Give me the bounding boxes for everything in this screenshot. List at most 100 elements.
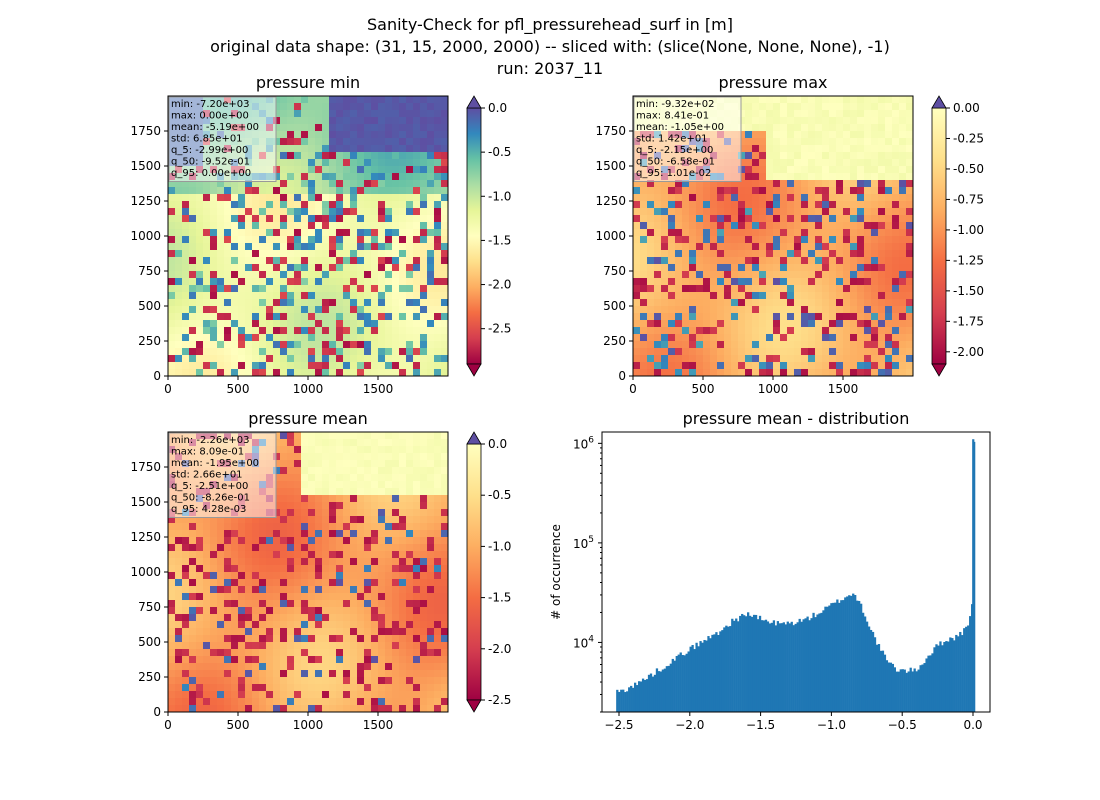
heatmap-cell <box>864 327 872 335</box>
heatmap-cell <box>745 334 753 342</box>
heatmap-cell <box>329 509 337 517</box>
heatmap-cell <box>217 579 225 587</box>
heatmap-cell <box>294 453 302 461</box>
heatmap-cell <box>322 173 330 181</box>
heatmap-cell <box>420 145 428 153</box>
heatmap-cell <box>371 131 379 139</box>
heatmap-cell <box>336 334 344 342</box>
heatmap-cell <box>640 201 648 209</box>
heatmap-cell <box>780 103 788 111</box>
heatmap-cell <box>350 110 358 118</box>
heatmap-cell <box>371 523 379 531</box>
heatmap-cell <box>871 362 879 370</box>
heatmap-cell <box>329 96 337 104</box>
heatmap-cell <box>371 173 379 181</box>
heatmap-cell <box>399 341 407 349</box>
heatmap-cell <box>301 635 309 643</box>
heatmap-cell <box>224 656 232 664</box>
heatmap-cell <box>203 222 211 230</box>
heatmap-cell <box>871 152 879 160</box>
heatmap-cell <box>392 460 400 468</box>
heatmap-cell <box>633 180 641 188</box>
heatmap-cell <box>371 551 379 559</box>
y-tick-label: 1250 <box>130 194 161 208</box>
heatmap-cell <box>182 278 190 286</box>
heatmap-cell <box>434 544 442 552</box>
heatmap-cell <box>336 656 344 664</box>
heatmap-cell <box>892 257 900 265</box>
heatmap-cell <box>689 313 697 321</box>
heatmap-cell <box>871 159 879 167</box>
heatmap-cell <box>294 656 302 664</box>
heatmap-cell <box>224 264 232 272</box>
heatmap-cell <box>850 243 858 251</box>
heatmap-cell <box>350 516 358 524</box>
heatmap-cell <box>420 222 428 230</box>
heatmap-cell <box>245 614 253 622</box>
heatmap-cell <box>899 278 907 286</box>
heatmap-cell <box>871 243 879 251</box>
heatmap-cell <box>301 516 309 524</box>
heatmap-cell <box>441 495 449 503</box>
heatmap-cell <box>210 264 218 272</box>
heatmap-cell <box>336 285 344 293</box>
heatmap-cell <box>329 103 337 111</box>
heatmap-cell <box>217 600 225 608</box>
stats-line: q_95: 4.28e-03 <box>171 504 246 515</box>
heatmap-cell <box>224 327 232 335</box>
heatmap-cell <box>238 649 246 657</box>
heatmap-cell <box>385 222 393 230</box>
heatmap-cell <box>871 327 879 335</box>
suptitle-line3: run: 2037_11 <box>497 59 603 79</box>
heatmap-cell <box>168 530 176 538</box>
heatmap-cell <box>406 698 414 706</box>
heatmap-cell <box>231 593 239 601</box>
heatmap-cell <box>780 306 788 314</box>
heatmap-cell <box>878 229 886 237</box>
heatmap-cell <box>906 313 914 321</box>
heatmap-cell <box>815 159 823 167</box>
heatmap-cell <box>633 236 641 244</box>
heatmap-cell <box>871 341 879 349</box>
heatmap-cell <box>175 306 183 314</box>
heatmap-cell <box>357 467 365 475</box>
heatmap-cell <box>822 96 830 104</box>
heatmap-cell <box>329 558 337 566</box>
heatmap-cell <box>378 215 386 223</box>
heatmap-cell <box>168 285 176 293</box>
heatmap-cell <box>203 208 211 216</box>
heatmap-cell <box>724 278 732 286</box>
heatmap-cell <box>899 236 907 244</box>
heatmap-cell <box>273 320 281 328</box>
heatmap-cell <box>836 110 844 118</box>
heatmap-cell <box>427 628 435 636</box>
heatmap-cell <box>420 607 428 615</box>
heatmap-cell <box>357 159 365 167</box>
heatmap-cell <box>427 278 435 286</box>
heatmap-cell <box>801 194 809 202</box>
stats-line: max: 0.00e+00 <box>171 111 249 122</box>
heatmap-cell <box>294 369 302 377</box>
heatmap-cell <box>315 306 323 314</box>
heatmap-cell <box>294 341 302 349</box>
heatmap-cell <box>245 621 253 629</box>
heatmap-cell <box>647 348 655 356</box>
heatmap-cell <box>892 285 900 293</box>
heatmap-cell <box>280 166 288 174</box>
heatmap-cell <box>371 159 379 167</box>
heatmap-cell <box>315 481 323 489</box>
heatmap-cell <box>738 306 746 314</box>
heatmap-cell <box>843 236 851 244</box>
heatmap-cell <box>885 327 893 335</box>
heatmap-cell <box>189 180 197 188</box>
stats-line: q_5: -2.51e+00 <box>171 481 248 492</box>
heatmap-cell <box>350 348 358 356</box>
heatmap-cell <box>378 446 386 454</box>
heatmap-cell <box>266 656 274 664</box>
heatmap-cell <box>343 362 351 370</box>
heatmap-cell <box>224 523 232 531</box>
heatmap-cell <box>696 243 704 251</box>
heatmap-cell <box>287 621 295 629</box>
heatmap-cell <box>857 194 865 202</box>
heatmap-cell <box>273 614 281 622</box>
